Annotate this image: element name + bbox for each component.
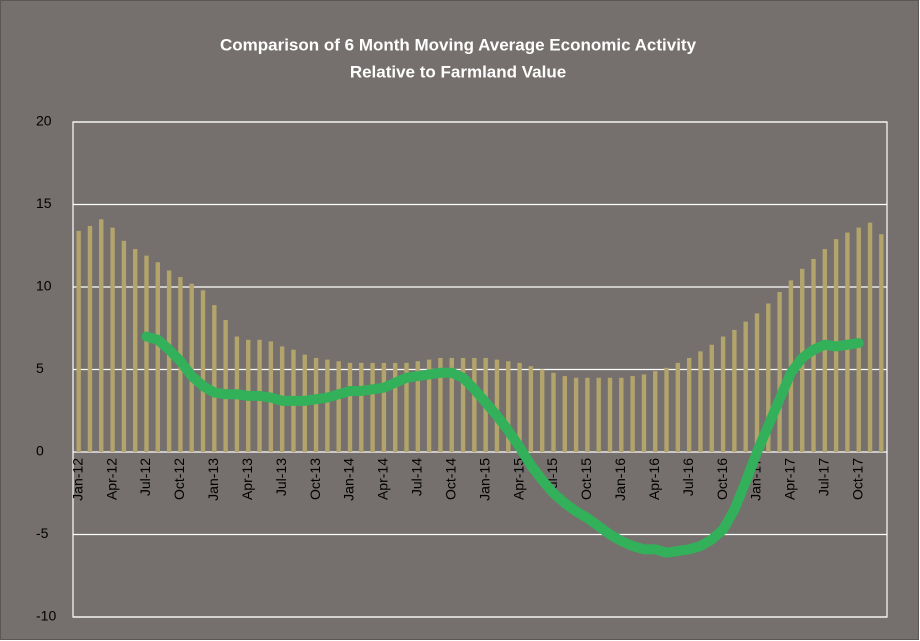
bar bbox=[110, 227, 115, 452]
bar bbox=[438, 357, 443, 452]
bar bbox=[212, 305, 217, 452]
bar bbox=[777, 291, 782, 452]
x-tick-label: Jul-17 bbox=[816, 458, 832, 496]
bar bbox=[313, 357, 319, 452]
bar bbox=[166, 270, 172, 452]
x-tick-label: Jan-15 bbox=[476, 458, 492, 501]
bar bbox=[766, 303, 771, 452]
bar bbox=[867, 222, 873, 452]
x-tick-label: Jan-12 bbox=[69, 458, 85, 501]
bar bbox=[686, 357, 692, 452]
bar bbox=[562, 376, 567, 452]
bar bbox=[460, 357, 466, 452]
bar bbox=[879, 234, 884, 452]
bar bbox=[393, 362, 398, 452]
x-tick-label: Apr-13 bbox=[239, 458, 255, 500]
x-tick-label: Jan-13 bbox=[205, 458, 221, 501]
bar bbox=[607, 377, 613, 452]
x-tick-label: Jul-16 bbox=[680, 458, 696, 496]
bar bbox=[573, 377, 579, 452]
bar bbox=[732, 329, 737, 452]
y-tick-label: 15 bbox=[36, 195, 52, 211]
y-tick-label: -5 bbox=[36, 525, 49, 541]
bar bbox=[347, 362, 353, 452]
bar bbox=[619, 377, 624, 452]
bar bbox=[720, 336, 726, 452]
bar bbox=[754, 313, 760, 452]
bar bbox=[517, 362, 522, 452]
bar bbox=[381, 362, 387, 452]
bar bbox=[87, 225, 93, 452]
bar bbox=[370, 362, 375, 452]
x-tick-label: Oct-15 bbox=[578, 458, 594, 500]
bar bbox=[449, 357, 454, 452]
y-tick-label: 5 bbox=[36, 360, 44, 376]
bar bbox=[132, 249, 138, 452]
y-tick-label: -10 bbox=[36, 608, 56, 624]
x-tick-label: Jul-13 bbox=[273, 458, 289, 496]
x-tick-label: Oct-13 bbox=[307, 458, 323, 500]
bar bbox=[528, 366, 534, 452]
x-tick-label: Apr-17 bbox=[782, 458, 798, 500]
bar bbox=[200, 290, 206, 452]
line-series bbox=[141, 331, 864, 558]
bar bbox=[653, 371, 658, 452]
x-tick-label: Oct-17 bbox=[849, 458, 865, 500]
bar bbox=[596, 377, 601, 452]
x-tick-label: Apr-12 bbox=[103, 458, 119, 500]
x-tick-label: Apr-15 bbox=[510, 458, 526, 500]
x-tick-label: Jan-14 bbox=[341, 458, 357, 501]
x-tick-label: Oct-16 bbox=[714, 458, 730, 500]
bar bbox=[551, 372, 556, 452]
bar bbox=[359, 362, 364, 452]
x-tick-label: Jul-14 bbox=[409, 458, 425, 496]
bar bbox=[472, 357, 477, 452]
y-tick-label: 0 bbox=[36, 443, 44, 459]
y-tick-label: 20 bbox=[36, 113, 52, 129]
bar bbox=[743, 321, 748, 452]
y-tick-label: 10 bbox=[36, 278, 52, 294]
bar bbox=[675, 362, 681, 452]
bar bbox=[155, 262, 160, 452]
bar bbox=[336, 361, 341, 452]
bar bbox=[121, 240, 127, 452]
chart-title: Comparison of 6 Month Moving Average Eco… bbox=[220, 35, 697, 54]
bar bbox=[709, 344, 714, 452]
x-tick-label: Jan-16 bbox=[612, 458, 628, 501]
bar bbox=[698, 351, 703, 452]
x-tick-label: Oct-12 bbox=[171, 458, 187, 500]
bar bbox=[494, 359, 500, 452]
bar bbox=[664, 367, 669, 452]
bar bbox=[506, 361, 511, 452]
bar bbox=[641, 374, 647, 452]
bar bbox=[76, 230, 81, 452]
bar bbox=[822, 249, 828, 452]
bar bbox=[426, 359, 432, 452]
x-tick-label: Apr-16 bbox=[646, 458, 662, 500]
bar bbox=[630, 376, 635, 452]
bar bbox=[415, 361, 421, 452]
bar bbox=[404, 362, 409, 452]
x-tick-label: Oct-14 bbox=[442, 458, 458, 500]
bar bbox=[144, 255, 149, 452]
bar bbox=[585, 377, 590, 452]
bar bbox=[223, 320, 228, 452]
bar bbox=[99, 219, 104, 452]
x-tick-label: Jul-12 bbox=[137, 458, 153, 496]
bar bbox=[325, 359, 330, 452]
bar bbox=[539, 369, 545, 452]
x-tick-label: Apr-14 bbox=[375, 458, 391, 500]
chart-title: Relative to Farmland Value bbox=[350, 62, 566, 81]
